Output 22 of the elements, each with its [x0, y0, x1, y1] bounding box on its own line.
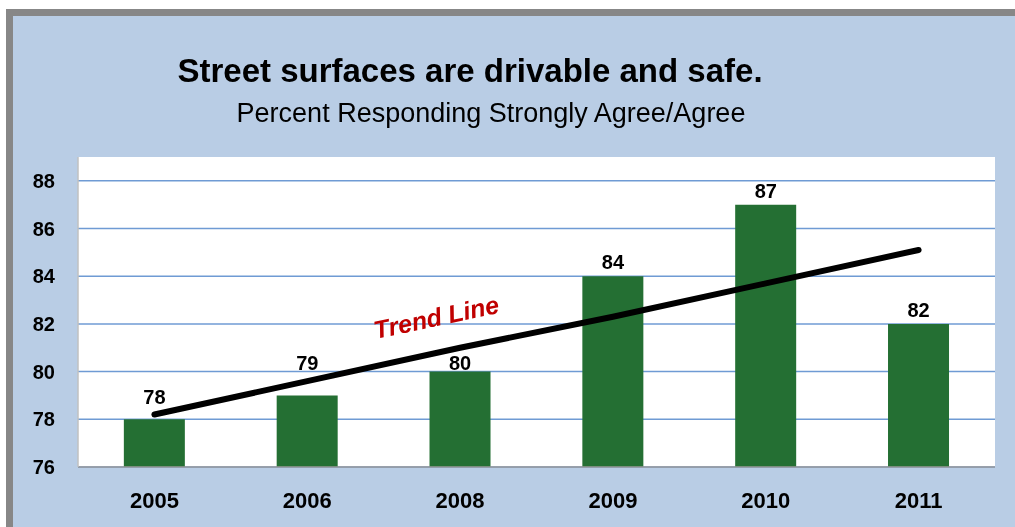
x-tick-label: 2010	[741, 487, 791, 513]
text: Trend Line	[371, 290, 502, 344]
data-label: 78	[143, 385, 166, 408]
x-tick-label: 2009	[588, 487, 638, 513]
chart-subtitle: Percent Responding Strongly Agree/Agree	[235, 97, 747, 129]
data-label: 84	[601, 251, 625, 274]
x-tick-label: 2011	[894, 487, 943, 513]
x-tick-label: 2005	[129, 487, 179, 513]
x-tick-label: 2008	[435, 487, 485, 513]
data-label: 82	[907, 298, 930, 321]
chart-title: Street surfaces are drivable and safe.	[176, 51, 764, 91]
y-tick-label: 78	[32, 408, 55, 431]
y-tick-label: 82	[32, 313, 55, 336]
y-tick-label: 84	[32, 265, 56, 288]
y-tick-label: 86	[32, 217, 55, 240]
data-label: 79	[296, 352, 319, 375]
x-tick-label: 2006	[282, 487, 332, 513]
y-tick-label: 88	[32, 169, 55, 192]
y-tick-label: 76	[32, 456, 55, 479]
y-tick-label: 80	[32, 360, 55, 383]
data-label: 87	[754, 179, 777, 202]
data-label: 80	[448, 351, 472, 374]
